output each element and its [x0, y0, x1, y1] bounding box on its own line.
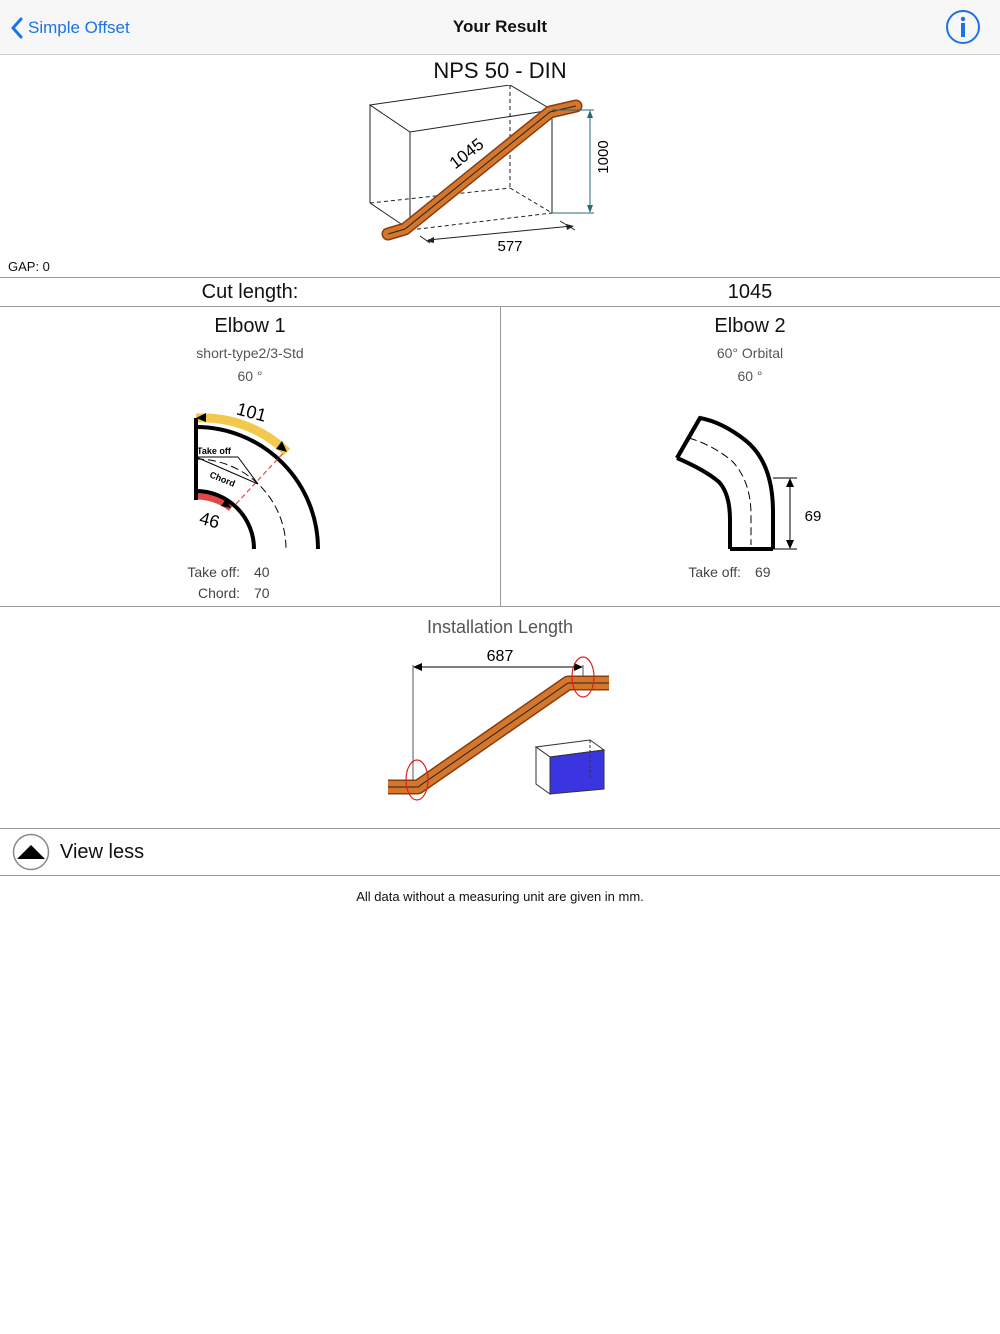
elbow-2-takeoff-key: Take off: [688, 564, 741, 580]
elbow-1-takeoff-value: 40 [254, 564, 270, 580]
navigation-bar: Simple Offset Your Result [0, 0, 1000, 55]
divider [0, 606, 1000, 607]
column-divider [500, 307, 501, 607]
view-less-button[interactable]: View less [0, 829, 1000, 875]
back-button[interactable]: Simple Offset [10, 14, 130, 42]
info-icon [946, 10, 980, 44]
elbow-2-takeoff-row: Take off: 69 [681, 564, 771, 580]
info-button[interactable] [946, 10, 980, 44]
result-heading: NPS 50 - DIN [433, 58, 567, 83]
view-less-label: View less [60, 841, 145, 863]
divider [0, 306, 1000, 307]
elbow-2-title: Elbow 2 [714, 315, 786, 337]
elbow-2-takeoff-value: 69 [755, 564, 771, 580]
elbow-1-type: short-type2/3-Std [196, 345, 304, 361]
elbow-1-panel: Elbow 1 short-type2/3-Std 60 ° [0, 307, 500, 607]
divider [0, 875, 1000, 876]
diagram-width-label: 577 [497, 238, 522, 255]
elbow-1-angle: 60 ° [237, 368, 263, 384]
elbow-1-inner-arc-label: 46 [197, 508, 222, 533]
collapse-arrow-icon [12, 833, 50, 871]
elbow-2-diagram: 69 [675, 415, 822, 551]
cut-length-value: 1045 [727, 281, 773, 303]
installation-length-label: 687 [487, 648, 514, 665]
elbow-1-diagram: 101 46 Take off Chord [194, 399, 320, 550]
installation-length-title: Installation Length [426, 617, 574, 637]
page-title: Your Result [452, 17, 548, 36]
chevron-left-icon [11, 17, 23, 39]
installation-diagram: 687 [388, 648, 609, 801]
footer-note: All data without a measuring unit are gi… [356, 889, 644, 904]
elbow-2-panel: Elbow 2 60° Orbital 60 ° [500, 307, 1000, 607]
divider [0, 277, 1000, 278]
diagram-height-label: 1000 [595, 140, 612, 173]
elbow-1-chord-row: Chord: 70 [180, 585, 270, 601]
elbow-2-angle: 60 ° [737, 368, 763, 384]
gap-label: GAP: 0 [8, 259, 50, 274]
elbow-1-takeoff-row: Take off: 40 [180, 564, 270, 580]
elbow-1-takeoff-key: Take off: [187, 564, 240, 580]
cut-length-label: Cut length: [201, 281, 299, 303]
elbow-1-takeoff-diagram-label: Take off [197, 446, 232, 456]
elbow-1-title: Elbow 1 [214, 315, 286, 337]
elbow-2-type: 60° Orbital [716, 345, 784, 361]
divider [0, 828, 1000, 829]
elbow-1-chord-key: Chord: [197, 585, 240, 601]
back-button-label: Simple Offset [28, 18, 130, 37]
elbow-2-dim-label: 69 [805, 508, 822, 525]
offset-3d-diagram: 1045 1000 577 [368, 85, 612, 255]
elbow-1-chord-value: 70 [254, 585, 270, 601]
